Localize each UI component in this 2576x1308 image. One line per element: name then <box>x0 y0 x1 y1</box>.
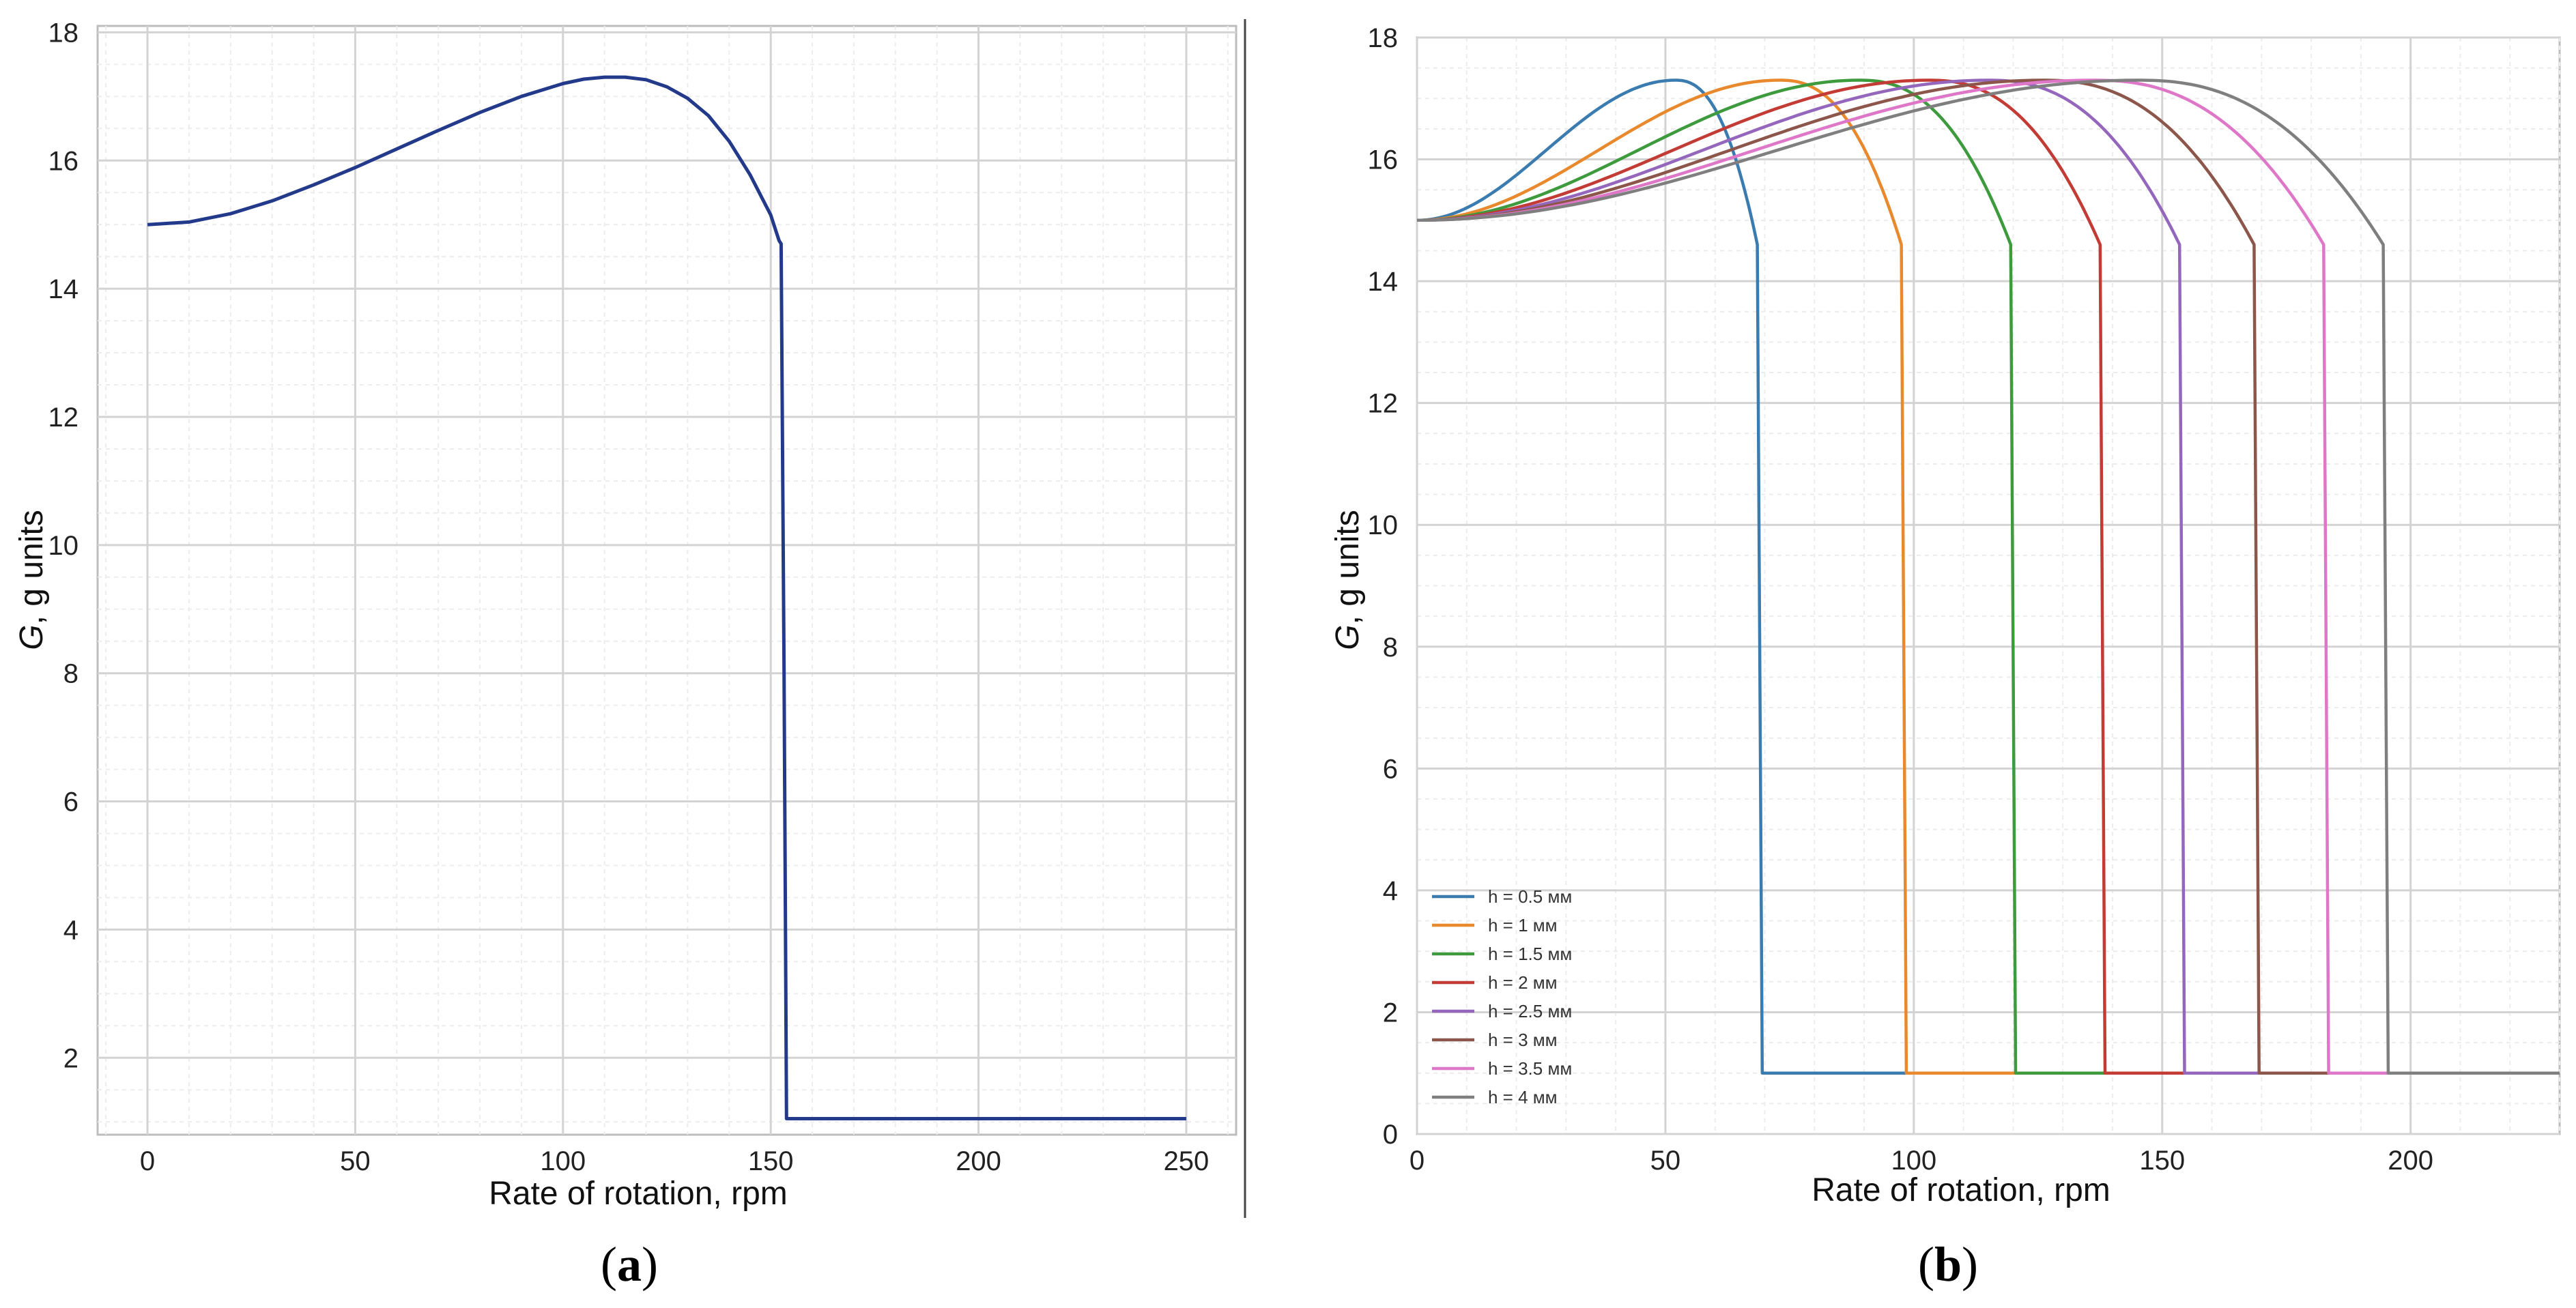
panel-b-y-tick-label: 6 <box>1383 754 1398 784</box>
panel-b-legend-label: h = 2 мм <box>1488 972 1558 993</box>
panel-a-series <box>147 75 1186 1120</box>
panel-a-x-tick-label: 0 <box>140 1146 155 1176</box>
panel-a-y-tick-label: 18 <box>48 18 79 48</box>
panel-b-y-axis-label: G, g units <box>1330 510 1366 650</box>
panel-a-y-axis-label-symbol: G <box>14 624 50 650</box>
panel-b-legend-label: h = 1.5 мм <box>1488 944 1572 964</box>
panel-b-series-line <box>1416 78 2560 1075</box>
panel-a-y-tick-label: 4 <box>63 915 78 945</box>
panel-b-legend-label: h = 3 мм <box>1488 1030 1558 1050</box>
panel-b-x-tick-label: 200 <box>2388 1146 2433 1176</box>
panel-b-grid <box>1416 36 2560 1135</box>
panel-b-y-tick-label: 0 <box>1383 1120 1398 1150</box>
panel-b-y-tick-label: 10 <box>1368 510 1399 540</box>
panel-b-y-tick-label: 14 <box>1368 267 1399 297</box>
panel-b-series-line <box>1416 78 2560 1075</box>
panel-b-y-axis-label-unit: , g units <box>1330 510 1366 624</box>
panel-b-legend-label: h = 2.5 мм <box>1488 1001 1572 1021</box>
panel-a-x-tick-label: 150 <box>748 1146 794 1176</box>
panel-a-series-line <box>147 75 1186 1120</box>
panel-b-x-tick-label: 0 <box>1409 1146 1425 1176</box>
panel-b-y-tick-label: 12 <box>1368 389 1399 419</box>
panel-a-x-tick-label: 50 <box>340 1146 371 1176</box>
panel-b-series <box>1416 78 2560 1075</box>
panel-a-y-axis-label-unit: , g units <box>14 510 50 624</box>
panel-a-y-tick-label: 12 <box>48 403 79 433</box>
panel-b-legend-label: h = 4 мм <box>1488 1087 1558 1107</box>
panel-b-x-tick-label: 100 <box>1891 1146 1936 1176</box>
panel-b-y-tick-label: 2 <box>1383 998 1398 1028</box>
panel-a-y-tick-label: 16 <box>48 146 79 176</box>
panel-b-series-line <box>1416 78 2560 1075</box>
panel-a-y-tick-label: 6 <box>63 787 78 817</box>
panel-a-plot-area <box>96 25 1237 1136</box>
panel-a: 0 50 100 150 200 250 2 4 6 8 10 12 14 16 18 Rate of ro… <box>14 18 1237 1292</box>
panel-b-series-line <box>1416 78 2560 1075</box>
panel-a-caption-letter: a <box>617 1237 642 1292</box>
panel-a-grid <box>98 26 1236 1135</box>
panel-a-x-tick-label: 100 <box>540 1146 586 1176</box>
panel-a-y-tick-label: 14 <box>48 274 79 304</box>
panel-a-y-tick-label: 8 <box>63 659 78 689</box>
panel-a-x-tick-label: 200 <box>956 1146 1001 1176</box>
panel-b-y-tick-label: 4 <box>1383 876 1398 906</box>
panel-b-caption: (b) <box>1918 1237 1978 1292</box>
panel-a-y-tick-label: 10 <box>48 531 79 561</box>
panel-b-y-axis-label-symbol: G <box>1330 624 1366 650</box>
panel-a-caption-open: ( <box>601 1237 617 1292</box>
panel-a-y-axis-label: G, g units <box>14 510 50 650</box>
panel-a-tick-labels: 0 50 100 150 200 250 2 4 6 8 10 12 14 16 18 <box>48 18 1210 1176</box>
panel-b-legend-label: h = 3.5 мм <box>1488 1058 1572 1079</box>
panel-b-caption-letter: b <box>1934 1237 1962 1292</box>
panel-b-caption-open: ( <box>1918 1237 1934 1292</box>
panel-b-tick-labels: 0 50 100 150 200 0 2 4 6 8 10 12 14 16 18 <box>1368 23 2434 1176</box>
panel-b-x-axis-label: Rate of rotation, rpm <box>1812 1172 2110 1208</box>
panel-b-legend-label: h = 1 мм <box>1488 915 1558 935</box>
panel-a-y-tick-label: 2 <box>63 1043 78 1073</box>
panel-b-x-tick-label: 150 <box>2139 1146 2185 1176</box>
panel-b-y-tick-label: 18 <box>1368 23 1399 53</box>
panel-b-legend: h = 0.5 мм h = 1 мм h = 1.5 мм h = 2 мм h = … <box>1432 886 1572 1107</box>
panel-a-x-tick-label: 250 <box>1164 1146 1210 1176</box>
panel-b-series-line <box>1416 78 2560 1075</box>
panel-b-y-tick-label: 8 <box>1383 633 1398 663</box>
panel-b-caption-close: ) <box>1962 1237 1978 1292</box>
panel-b-series-line <box>1416 78 2560 1075</box>
panel-b-legend-label: h = 0.5 мм <box>1488 886 1572 907</box>
panel-b-x-tick-label: 50 <box>1650 1146 1681 1176</box>
panel-a-caption: (a) <box>601 1237 658 1292</box>
panel-a-x-axis-label: Rate of rotation, rpm <box>489 1176 788 1212</box>
panel-a-caption-close: ) <box>642 1237 658 1292</box>
panel-b-y-tick-label: 16 <box>1368 145 1399 175</box>
